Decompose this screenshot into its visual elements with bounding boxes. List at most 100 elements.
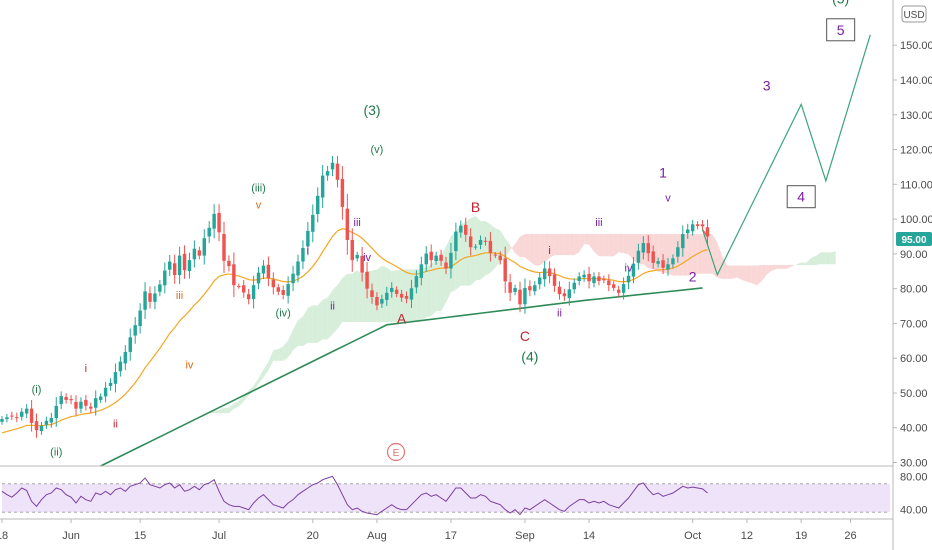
candle[interactable] — [513, 284, 517, 296]
candle[interactable] — [464, 217, 468, 242]
candle[interactable] — [296, 254, 300, 283]
candle[interactable] — [498, 251, 502, 265]
rsi-pane[interactable] — [1, 475, 890, 516]
candle[interactable] — [340, 166, 345, 220]
candle[interactable] — [261, 260, 266, 280]
candle[interactable] — [508, 274, 512, 302]
candle[interactable] — [350, 228, 354, 272]
candle[interactable] — [74, 395, 78, 416]
candle[interactable] — [375, 292, 379, 311]
candle[interactable] — [246, 288, 251, 305]
candle[interactable] — [394, 286, 399, 298]
candle[interactable] — [20, 408, 24, 421]
candle[interactable] — [483, 236, 488, 246]
candle[interactable] — [39, 421, 44, 435]
candle[interactable] — [414, 270, 419, 294]
candle[interactable] — [355, 251, 359, 262]
candle[interactable] — [552, 268, 557, 292]
candle[interactable] — [345, 193, 350, 255]
candle[interactable] — [592, 272, 596, 288]
candle[interactable] — [207, 221, 211, 244]
candle[interactable] — [311, 204, 315, 243]
candle[interactable] — [266, 256, 271, 287]
candle[interactable] — [380, 294, 384, 308]
currency-badge-box[interactable] — [901, 5, 927, 23]
candle[interactable] — [177, 246, 182, 284]
candle[interactable] — [158, 279, 162, 297]
candle[interactable] — [651, 245, 655, 269]
candle[interactable] — [404, 291, 409, 304]
candle[interactable] — [217, 204, 221, 242]
candle[interactable] — [676, 241, 680, 263]
price-pane[interactable]: (i)(ii)iiiiiiivv(iii)(iv)iiiiiiiv(v)(3)A… — [0, 0, 871, 467]
candle[interactable] — [607, 274, 611, 292]
candle[interactable] — [468, 228, 473, 256]
candle[interactable] — [89, 402, 93, 413]
candle[interactable] — [616, 285, 621, 297]
candle[interactable] — [163, 262, 167, 294]
candle[interactable] — [636, 243, 641, 270]
candle[interactable] — [168, 255, 172, 277]
candle[interactable] — [681, 225, 685, 257]
candle[interactable] — [242, 280, 246, 298]
candle[interactable] — [360, 246, 364, 282]
candle[interactable] — [390, 282, 394, 298]
candle[interactable] — [449, 242, 453, 279]
candle[interactable] — [547, 261, 552, 284]
candle[interactable] — [518, 281, 522, 313]
time-axis[interactable]: 18 Jun 15 Jul 20 Aug 17 Sep 14 Oct 12 19 26 — [0, 519, 857, 542]
candle[interactable] — [429, 244, 433, 268]
candle[interactable] — [631, 257, 636, 284]
candle[interactable] — [34, 413, 39, 438]
candle[interactable] — [69, 395, 73, 405]
candle[interactable] — [256, 266, 261, 290]
candle[interactable] — [153, 286, 157, 310]
candle[interactable] — [49, 412, 54, 428]
candle[interactable] — [187, 252, 192, 279]
candle[interactable] — [473, 244, 478, 250]
candle[interactable] — [686, 223, 690, 239]
event-marker[interactable]: E — [386, 442, 406, 462]
event-marker-circle[interactable] — [386, 442, 406, 462]
candle[interactable] — [128, 328, 132, 361]
candle[interactable] — [271, 272, 276, 295]
candle[interactable] — [493, 252, 498, 259]
candle[interactable] — [286, 276, 290, 304]
candle[interactable] — [113, 363, 118, 393]
candle[interactable] — [656, 257, 660, 268]
candle[interactable] — [98, 393, 103, 404]
candle[interactable] — [409, 279, 414, 309]
candle[interactable] — [661, 254, 665, 275]
candle[interactable] — [582, 270, 586, 282]
candle[interactable] — [424, 246, 428, 272]
candle[interactable] — [227, 255, 231, 272]
candle[interactable] — [138, 303, 142, 334]
candle[interactable] — [646, 235, 650, 262]
candle[interactable] — [79, 397, 83, 414]
candle[interactable] — [444, 256, 448, 275]
candle[interactable] — [118, 356, 123, 377]
candle[interactable] — [44, 416, 49, 429]
candle[interactable] — [399, 289, 404, 302]
candle[interactable] — [690, 219, 695, 236]
candle[interactable] — [626, 269, 631, 290]
candle[interactable] — [523, 278, 527, 314]
candle[interactable] — [251, 275, 256, 309]
candle[interactable] — [542, 261, 547, 287]
candle[interactable] — [316, 187, 320, 223]
candle[interactable] — [434, 251, 438, 265]
candle[interactable] — [567, 281, 572, 306]
candle[interactable] — [439, 249, 443, 266]
candle[interactable] — [330, 155, 335, 177]
candle[interactable] — [705, 219, 710, 245]
candle[interactable] — [133, 317, 137, 344]
candle[interactable] — [10, 411, 14, 421]
candle[interactable] — [597, 272, 601, 286]
candle[interactable] — [533, 281, 537, 296]
candle[interactable] — [197, 246, 202, 260]
candle[interactable] — [700, 220, 705, 231]
candle[interactable] — [222, 221, 226, 274]
candle[interactable] — [488, 232, 493, 262]
candle[interactable] — [419, 256, 424, 286]
price-axis[interactable]: 30.00 40.00 50.00 60.00 70.00 80.00 90.00 100.0… — [893, 40, 932, 470]
